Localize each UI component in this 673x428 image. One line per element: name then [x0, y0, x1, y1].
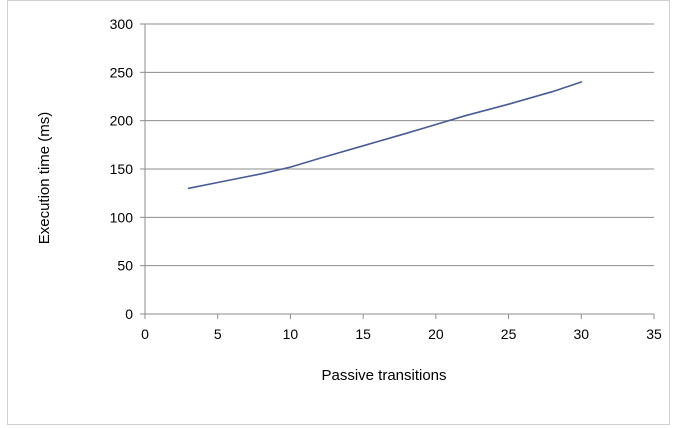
- y-tick-label: 250: [110, 64, 134, 80]
- x-axis-title: Passive transitions: [321, 367, 446, 384]
- y-tick-label: 0: [125, 306, 133, 322]
- gridlines: [145, 23, 654, 267]
- x-tick-labels: 0 5 10 15 20 25 30 35: [141, 326, 662, 342]
- series-group: [187, 81, 583, 190]
- chart-frame: [7, 0, 670, 425]
- x-tick-label: 30: [573, 326, 589, 342]
- y-tick-label: 50: [117, 258, 133, 274]
- y-tick-labels: 0 50 100 150 200 250 300: [110, 16, 134, 322]
- y-axis-title: Execution time (ms): [36, 112, 53, 245]
- y-tick-label: 300: [110, 16, 134, 32]
- y-tick-label: 100: [110, 209, 134, 225]
- y-tick-label: 200: [110, 113, 134, 129]
- axes: [140, 23, 655, 319]
- x-tick-label: 15: [355, 326, 371, 342]
- x-tick-label: 20: [428, 326, 444, 342]
- y-tick-label: 150: [110, 161, 134, 177]
- x-tick-label: 10: [283, 326, 299, 342]
- x-tick-label: 0: [141, 326, 149, 342]
- series-line-0: [187, 81, 583, 190]
- x-tick-label: 35: [646, 326, 662, 342]
- x-tick-label: 25: [501, 326, 517, 342]
- x-tick-label: 5: [214, 326, 222, 342]
